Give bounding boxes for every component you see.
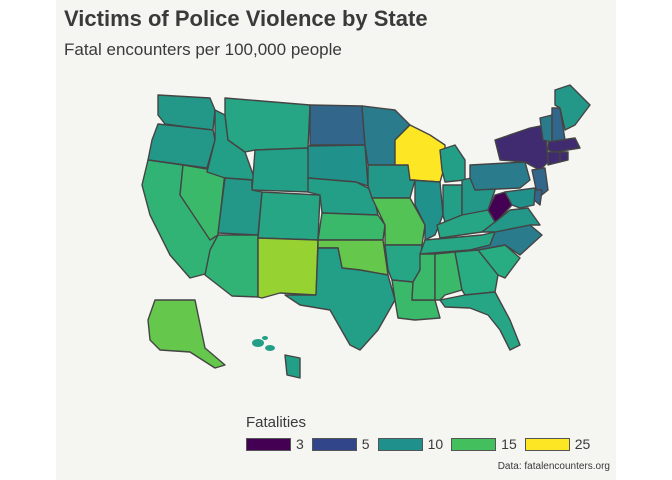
state-az <box>204 234 259 298</box>
state-me <box>554 84 591 131</box>
state-nj <box>531 167 549 199</box>
legend-item: 15 <box>451 436 517 452</box>
legend-title: Fatalities <box>246 414 307 431</box>
legend-item: 3 <box>246 436 304 452</box>
state-ak <box>147 299 226 369</box>
state-mt <box>224 97 311 153</box>
state-ia <box>367 164 416 199</box>
state-tx <box>284 247 396 351</box>
legend-swatch <box>451 437 497 451</box>
legend-label: 25 <box>574 436 591 452</box>
legend-swatch <box>524 437 570 451</box>
legend-label: 5 <box>361 436 370 452</box>
legend: 3 5 10 15 25 <box>246 436 598 452</box>
legend-swatch <box>377 437 423 451</box>
legend-label: 3 <box>296 436 304 452</box>
state-ks <box>317 212 386 241</box>
chart-subtitle: Fatal encounters per 100,000 people <box>64 40 342 59</box>
legend-swatch <box>311 437 357 451</box>
state-hi-island <box>252 339 264 347</box>
state-wy <box>251 147 311 193</box>
legend-item: 10 <box>377 436 444 452</box>
state-co <box>257 191 321 241</box>
legend-item: 5 <box>311 436 370 452</box>
state-mi <box>439 144 466 183</box>
chart-title: Victims of Police Violence by State <box>64 6 428 31</box>
state-nd <box>309 104 366 146</box>
source-caption: Data: fatalencounters.org <box>497 461 610 472</box>
state-hi <box>284 354 301 379</box>
state-hi-island <box>265 345 275 351</box>
state-hi-island <box>262 336 268 340</box>
state-ri <box>559 151 569 163</box>
legend-label: 10 <box>427 436 444 452</box>
state-ct <box>547 151 561 166</box>
legend-item: 25 <box>524 436 591 452</box>
state-nm <box>257 237 319 299</box>
state-sd <box>307 144 369 187</box>
state-ma <box>547 137 581 153</box>
state-md <box>504 187 536 209</box>
state-fl <box>439 291 521 351</box>
legend-label: 15 <box>501 436 517 452</box>
legend-swatch <box>246 437 291 451</box>
state-pa <box>469 161 531 191</box>
